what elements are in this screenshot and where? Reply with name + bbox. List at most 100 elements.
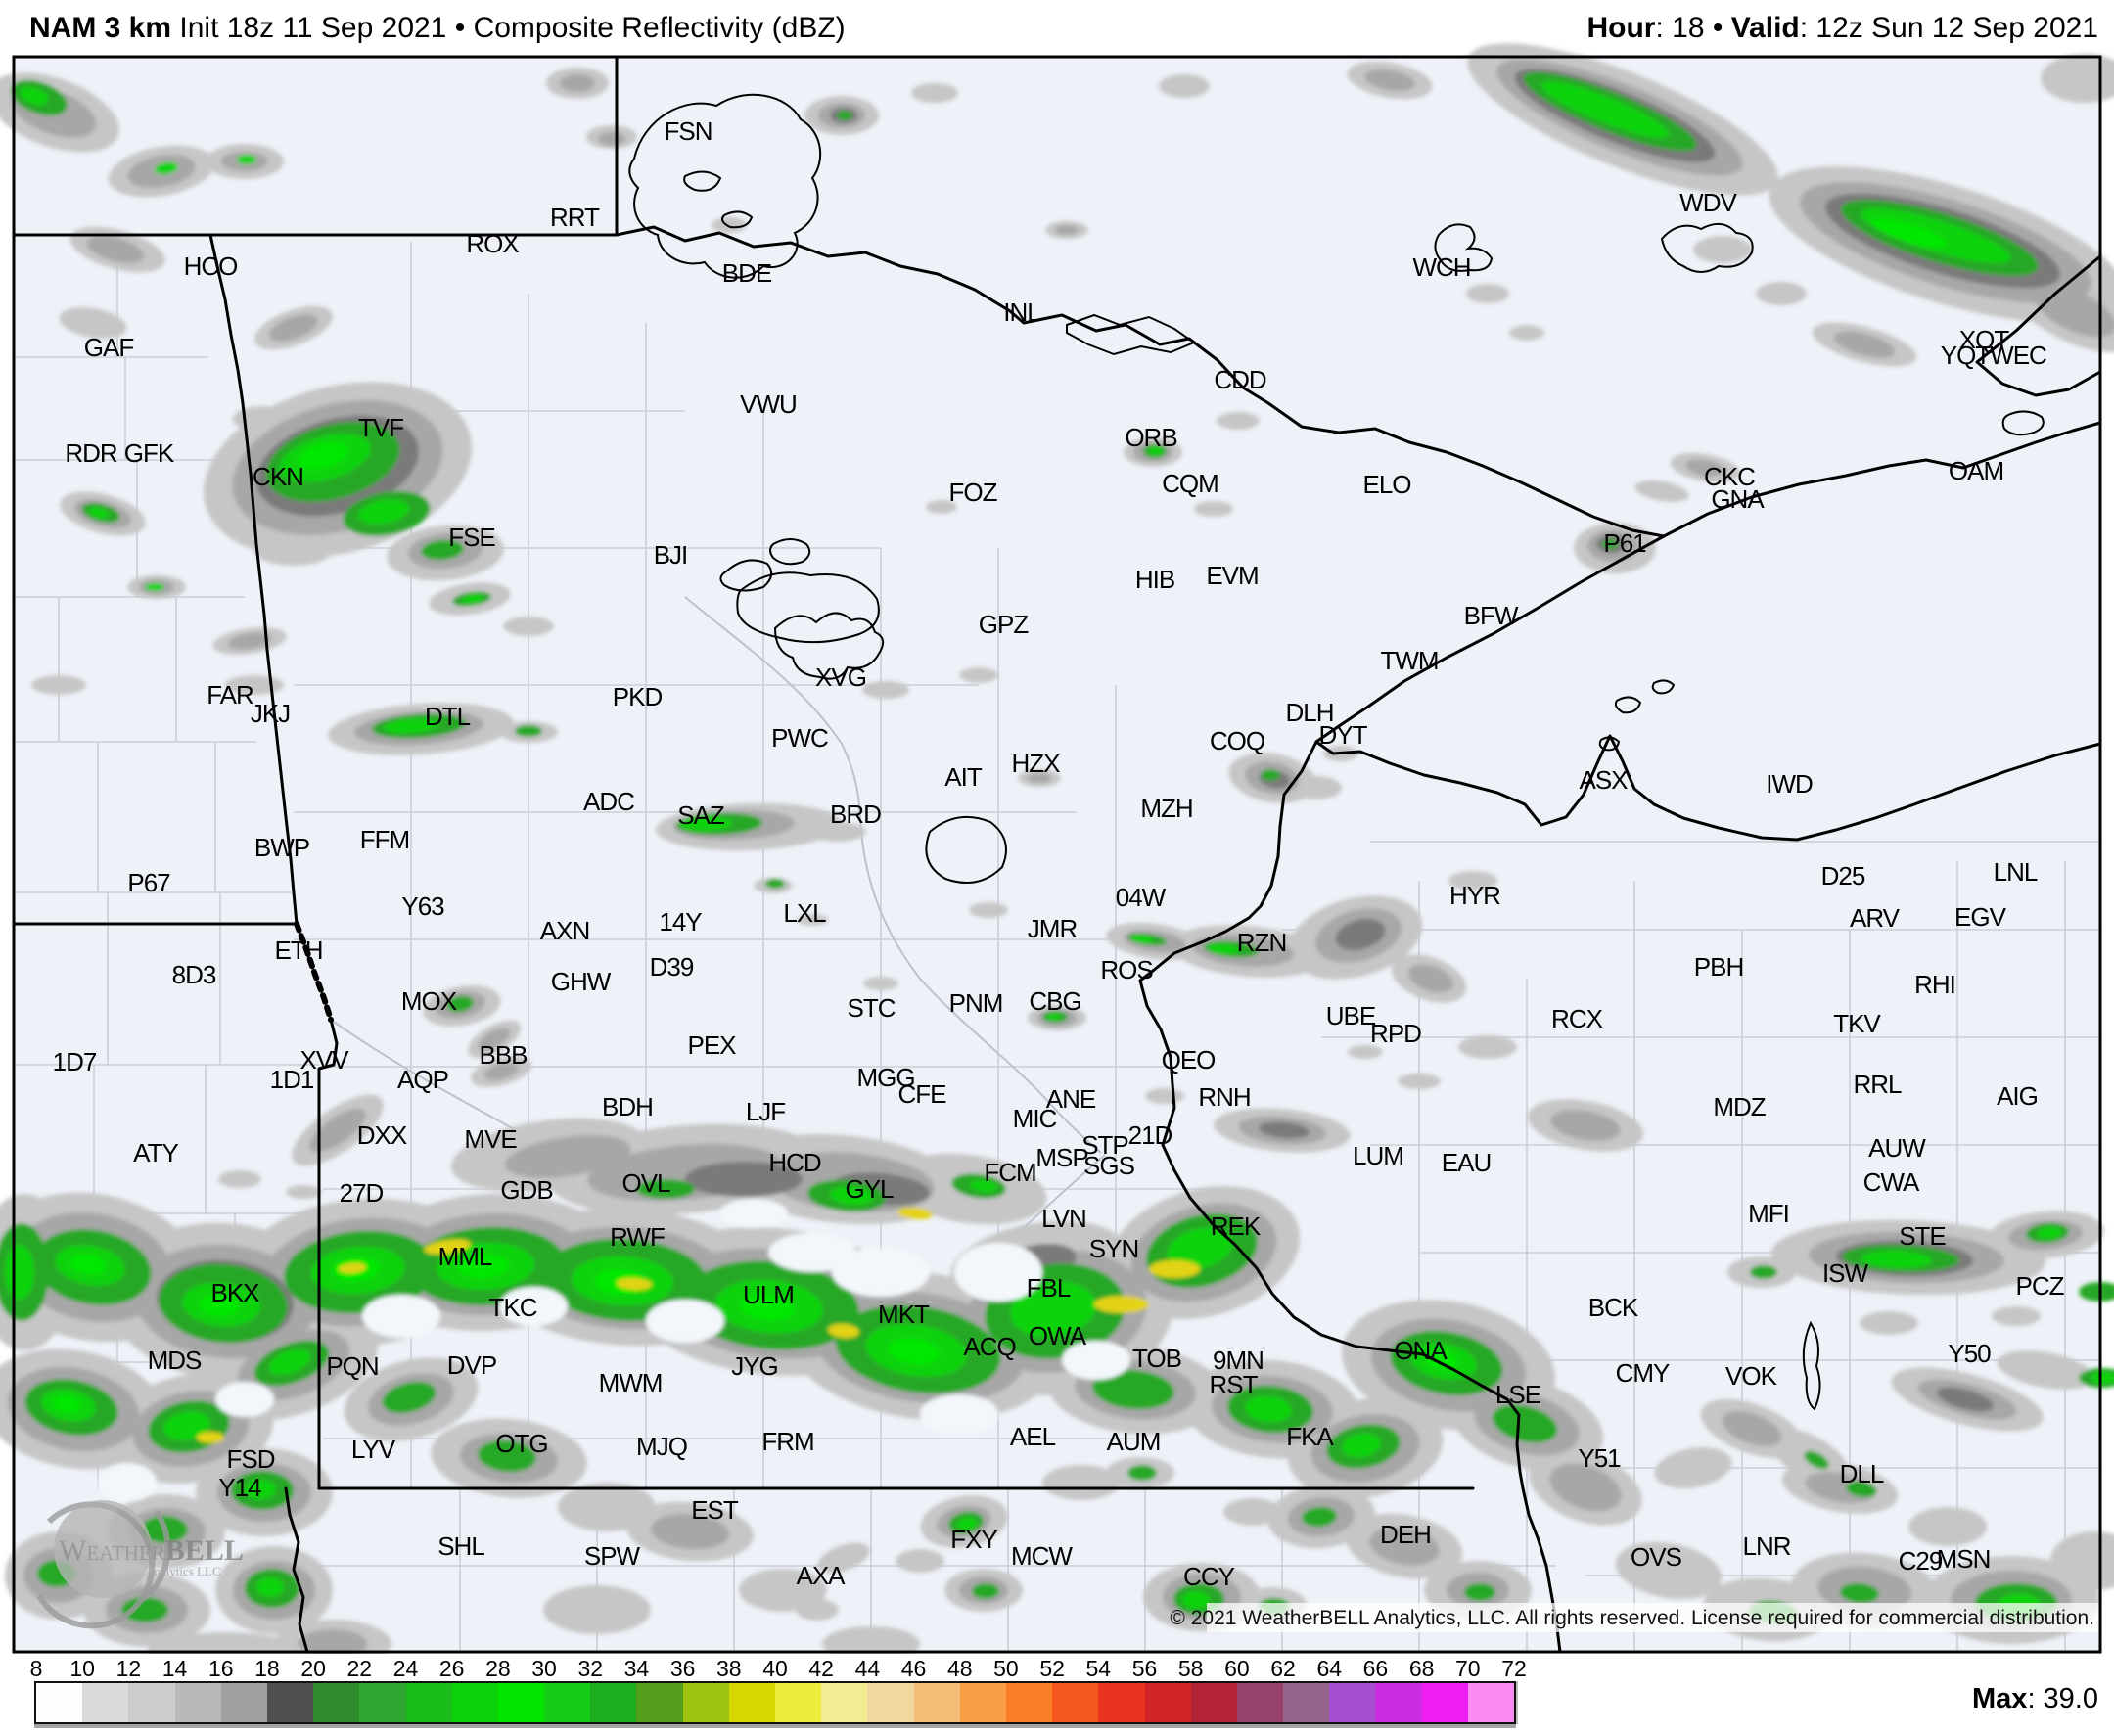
radar-cell [215, 1382, 274, 1417]
station-label-pwc: PWC [771, 723, 828, 753]
station-label-aig: AIG [1997, 1081, 2038, 1111]
radar-blobs [0, 43, 2114, 1671]
station-label-otg: OTG [495, 1429, 547, 1458]
station-label-stc: STC [848, 993, 896, 1023]
station-label-rrt: RRT [550, 203, 600, 232]
radar-cell [1131, 935, 1153, 944]
station-label-ccy: CCY [1183, 1562, 1235, 1591]
station-label-isw: ISW [1822, 1258, 1869, 1288]
radar-cell [1425, 1350, 1458, 1370]
radar-cell [646, 1300, 724, 1343]
station-label-lnl: LNL [1994, 857, 2038, 887]
watermark-sub: Analytics LLC [145, 1564, 221, 1578]
colorbar-cell [1052, 1683, 1099, 1722]
colorbar-cell [590, 1683, 637, 1722]
station-label-mfi: MFI [1748, 1199, 1789, 1228]
station-label-rek: REK [1211, 1211, 1262, 1241]
station-label-cmy: CMY [1616, 1358, 1670, 1388]
station-label-xvg: XVG [815, 662, 866, 692]
station-label-cdd: CDD [1214, 365, 1266, 394]
colorbar-cell [1190, 1683, 1237, 1722]
low-islands [683, 170, 754, 229]
colorbar-tick: 44 [854, 1656, 881, 1681]
station-label-ros: ROS [1100, 955, 1153, 984]
radar-cell [237, 155, 256, 164]
station-label-bwp: BWP [254, 833, 309, 862]
station-label-04w: 04W [1116, 883, 1167, 912]
station-label-wdv: WDV [1679, 188, 1737, 217]
radar-cell [1750, 1265, 1777, 1279]
radar-cell [739, 1569, 827, 1612]
weatherbell-logo: WeatherBELL Analytics LLC [36, 1500, 244, 1629]
colorbar-cell [959, 1683, 1006, 1722]
station-label-ghw: GHW [551, 967, 612, 996]
colorbar-cell [1098, 1683, 1145, 1722]
station-label-y51: Y51 [1578, 1443, 1621, 1473]
station-label-fsd: FSD [227, 1444, 275, 1474]
radar-cell [1259, 1121, 1310, 1139]
station-label-twm: TWM [1380, 646, 1438, 675]
colorbar-cell [174, 1683, 221, 1722]
radar-cell [86, 236, 145, 263]
station-label-hcd: HCD [768, 1148, 821, 1177]
radar-cell [832, 1248, 930, 1297]
radar-cell [1149, 447, 1163, 455]
radar-cell [830, 1186, 873, 1206]
colorbar-tick: 42 [808, 1656, 834, 1681]
radar-cell [2034, 285, 2114, 338]
radar-cell [862, 681, 909, 699]
radar-cell [2038, 1226, 2061, 1240]
station-label-cbg: CBG [1029, 986, 1080, 1016]
colorbar-cell [1467, 1683, 1514, 1722]
colorbar-cell [544, 1683, 591, 1722]
colorbar-tick: 48 [946, 1656, 973, 1681]
radar-cell [1756, 282, 1807, 305]
station-label-bfw: BFW [1464, 601, 1519, 630]
colorbar-cell [682, 1683, 729, 1722]
station-label-ube: UBE [1326, 1001, 1376, 1030]
station-label-14y: 14Y [659, 907, 702, 937]
station-label-lnr: LNR [1742, 1531, 1790, 1561]
colorbar-tick: 14 [161, 1656, 188, 1681]
radar-cell [1992, 1306, 2041, 1326]
station-label-p67: P67 [127, 868, 170, 897]
radar-cell [462, 594, 483, 604]
station-label-rwf: RWF [610, 1222, 665, 1252]
station-label-arv: ARV [1850, 903, 1901, 933]
radar-cell [1149, 1260, 1200, 1278]
radar-cell [1448, 871, 1497, 891]
colorbar-tick: 56 [1131, 1656, 1158, 1681]
station-label-spw: SPW [584, 1541, 641, 1571]
station-label-pcz: PCZ [2016, 1271, 2065, 1301]
station-label-aty: ATY [133, 1138, 178, 1167]
radar-cell [837, 111, 852, 120]
colorbar-cell [36, 1683, 83, 1722]
radar-cell [1398, 1074, 1441, 1089]
colorbar-tick: 36 [669, 1656, 696, 1681]
copyright-strip: © 2021 WeatherBELL Analytics, LLC. All r… [1170, 1603, 2100, 1632]
radar-cell [863, 977, 898, 990]
station-label-rox: ROX [466, 229, 519, 258]
radar-cell [1602, 539, 1618, 549]
radar-cell [1870, 218, 1947, 248]
station-label-cqm: CQM [1162, 469, 1218, 498]
station-label-lyv: LYV [351, 1435, 396, 1464]
station-label-pex: PEX [687, 1030, 736, 1060]
colorbar-tick: 54 [1085, 1656, 1112, 1681]
radar-cell [1127, 1465, 1157, 1481]
station-label-mzh: MZH [1140, 794, 1192, 823]
colorbar-tick: 66 [1362, 1656, 1389, 1681]
radar-cell [817, 1542, 870, 1574]
radar-cell [1291, 776, 1342, 799]
colorbar-cell [405, 1683, 452, 1722]
radar-cell [1194, 501, 1233, 517]
colorbar-tick: 38 [716, 1656, 742, 1681]
station-label-bck: BCK [1588, 1293, 1639, 1322]
station-label-1d7: 1D7 [53, 1047, 97, 1076]
colorbar-tick: 72 [1501, 1656, 1527, 1681]
colorbar-tick: 8 [29, 1656, 43, 1681]
state-borders [12, 55, 2102, 1654]
station-label-oam: OAM [1949, 456, 2003, 485]
radar-cell [1042, 1465, 1121, 1500]
station-label-stp: STP [1081, 1130, 1128, 1160]
